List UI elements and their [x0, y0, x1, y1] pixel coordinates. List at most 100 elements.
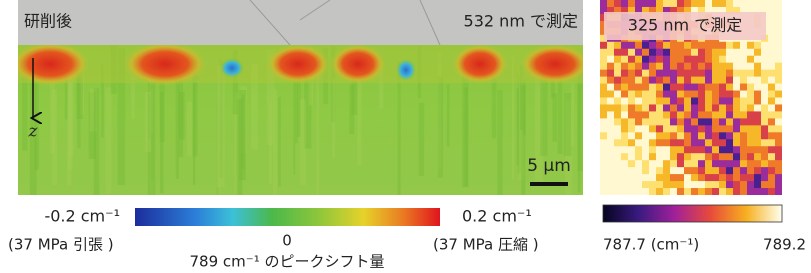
map-pixel: [754, 146, 762, 153]
map-pixel: [663, 98, 671, 105]
map-pixel: [656, 139, 664, 146]
map-pixel: [614, 146, 622, 153]
map-pixel: [614, 84, 622, 91]
map-pixel: [642, 91, 650, 98]
map-pixel: [607, 111, 615, 118]
map-pixel: [761, 174, 769, 181]
map-pixel: [614, 91, 622, 98]
map-pixel: [677, 181, 685, 188]
map-pixel: [775, 118, 783, 125]
map-pixel: [621, 139, 629, 146]
map-pixel: [621, 132, 629, 139]
map-pixel: [600, 0, 608, 7]
map-pixel: [761, 132, 769, 139]
map-pixel: [698, 132, 706, 139]
map-pixel: [768, 14, 776, 21]
map-pixel: [628, 63, 636, 70]
map-pixel: [642, 111, 650, 118]
map-pixel: [705, 77, 713, 84]
map-pixel: [719, 160, 727, 167]
measurement-label: 325 nm で測定: [628, 16, 742, 35]
map-pixel: [607, 63, 615, 70]
map-pixel: [607, 132, 615, 139]
map-pixel: [747, 160, 755, 167]
map-pixel: [635, 125, 643, 132]
map-pixel: [705, 139, 713, 146]
map-pixel: [733, 139, 741, 146]
map-pixel: [684, 98, 692, 105]
map-pixel: [607, 42, 615, 49]
map-pixel: [719, 111, 727, 118]
map-pixel: [761, 63, 769, 70]
map-pixel: [719, 146, 727, 153]
map-pixel: [649, 118, 657, 125]
map-pixel: [775, 63, 783, 70]
map-pixel: [670, 104, 678, 111]
map-pixel: [607, 181, 615, 188]
map-pixel: [677, 77, 685, 84]
map-pixel: [726, 181, 734, 188]
map-pixel: [628, 84, 636, 91]
map-pixel: [733, 56, 741, 63]
map-pixel: [684, 70, 692, 77]
map-pixel: [747, 132, 755, 139]
colorbar-center-label: 0: [282, 232, 292, 250]
map-pixel: [649, 49, 657, 56]
map-pixel: [754, 160, 762, 167]
map-pixel: [684, 77, 692, 84]
map-pixel: [733, 0, 741, 7]
map-pixel: [747, 181, 755, 188]
map-pixel: [656, 84, 664, 91]
map-pixel: [712, 77, 720, 84]
map-pixel: [628, 188, 636, 195]
map-pixel: [698, 167, 706, 174]
map-pixel: [677, 49, 685, 56]
map-pixel: [726, 160, 734, 167]
map-pixel: [705, 49, 713, 56]
map-pixel: [677, 42, 685, 49]
map-pixel: [670, 167, 678, 174]
map-pixel: [705, 160, 713, 167]
map-pixel: [726, 139, 734, 146]
map-pixel: [719, 174, 727, 181]
map-pixel: [670, 0, 678, 7]
map-pixel: [684, 160, 692, 167]
map-pixel: [621, 49, 629, 56]
map-pixel: [628, 125, 636, 132]
map-pixel: [747, 118, 755, 125]
map-pixel: [621, 42, 629, 49]
map-pixel: [684, 56, 692, 63]
map-pixel: [719, 63, 727, 70]
map-pixel: [698, 146, 706, 153]
map-pixel: [705, 167, 713, 174]
map-pixel: [649, 146, 657, 153]
map-pixel: [656, 49, 664, 56]
map-pixel: [705, 104, 713, 111]
map-pixel: [635, 0, 643, 7]
map-streak: [332, 79, 335, 158]
map-pixel: [705, 91, 713, 98]
map-pixel: [621, 56, 629, 63]
map-pixel: [600, 56, 608, 63]
map-pixel: [775, 188, 783, 195]
map-pixel: [621, 167, 629, 174]
map-pixel: [719, 153, 727, 160]
map-streak: [564, 93, 572, 156]
map-pixel: [740, 49, 748, 56]
map-pixel: [768, 56, 776, 63]
map-pixel: [684, 49, 692, 56]
map-streak: [94, 88, 100, 224]
map-pixel: [621, 153, 629, 160]
map-pixel: [684, 181, 692, 188]
map-pixel: [754, 111, 762, 118]
map-pixel: [614, 49, 622, 56]
map-pixel: [719, 181, 727, 188]
map-pixel: [670, 132, 678, 139]
map-pixel: [691, 63, 699, 70]
map-pixel: [684, 42, 692, 49]
map-pixel: [607, 98, 615, 105]
colorbar-max-label: 0.2 cm⁻¹: [462, 207, 532, 226]
map-pixel: [775, 160, 783, 167]
map-pixel: [663, 118, 671, 125]
map-streak: [300, 99, 306, 185]
